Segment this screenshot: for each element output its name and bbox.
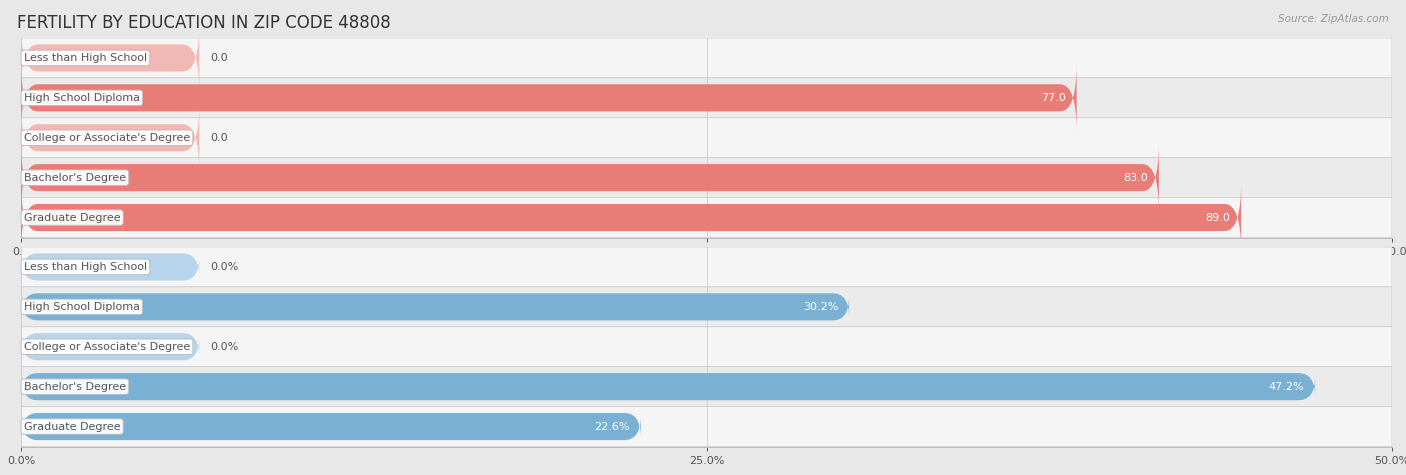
- FancyBboxPatch shape: [21, 287, 1392, 327]
- Text: 77.0: 77.0: [1040, 93, 1066, 103]
- FancyBboxPatch shape: [21, 64, 1077, 132]
- FancyBboxPatch shape: [21, 78, 1392, 118]
- Text: High School Diploma: High School Diploma: [24, 302, 139, 312]
- FancyBboxPatch shape: [21, 253, 200, 281]
- Text: 89.0: 89.0: [1205, 212, 1230, 223]
- Text: 0.0: 0.0: [211, 133, 228, 143]
- Text: Bachelor's Degree: Bachelor's Degree: [24, 172, 127, 183]
- FancyBboxPatch shape: [21, 24, 200, 92]
- FancyBboxPatch shape: [21, 198, 1392, 238]
- Text: 47.2%: 47.2%: [1268, 381, 1305, 392]
- FancyBboxPatch shape: [21, 407, 1392, 446]
- Text: Source: ZipAtlas.com: Source: ZipAtlas.com: [1278, 14, 1389, 24]
- Text: 0.0%: 0.0%: [211, 342, 239, 352]
- FancyBboxPatch shape: [21, 183, 1241, 252]
- Text: Graduate Degree: Graduate Degree: [24, 212, 121, 223]
- FancyBboxPatch shape: [21, 373, 1315, 400]
- Text: High School Diploma: High School Diploma: [24, 93, 139, 103]
- Text: College or Associate's Degree: College or Associate's Degree: [24, 133, 190, 143]
- Text: Less than High School: Less than High School: [24, 53, 148, 63]
- FancyBboxPatch shape: [21, 333, 200, 361]
- FancyBboxPatch shape: [21, 38, 1392, 78]
- FancyBboxPatch shape: [21, 327, 1392, 367]
- FancyBboxPatch shape: [21, 293, 849, 321]
- Text: Bachelor's Degree: Bachelor's Degree: [24, 381, 127, 392]
- Text: 83.0: 83.0: [1123, 172, 1147, 183]
- FancyBboxPatch shape: [21, 413, 641, 440]
- Text: Less than High School: Less than High School: [24, 262, 148, 272]
- FancyBboxPatch shape: [21, 118, 1392, 158]
- Text: 0.0%: 0.0%: [211, 262, 239, 272]
- FancyBboxPatch shape: [21, 143, 1159, 212]
- FancyBboxPatch shape: [21, 104, 200, 172]
- Text: 0.0: 0.0: [211, 53, 228, 63]
- FancyBboxPatch shape: [21, 247, 1392, 287]
- Text: 30.2%: 30.2%: [803, 302, 838, 312]
- FancyBboxPatch shape: [21, 367, 1392, 407]
- Text: FERTILITY BY EDUCATION IN ZIP CODE 48808: FERTILITY BY EDUCATION IN ZIP CODE 48808: [17, 14, 391, 32]
- Text: 22.6%: 22.6%: [595, 421, 630, 432]
- FancyBboxPatch shape: [21, 158, 1392, 198]
- Text: College or Associate's Degree: College or Associate's Degree: [24, 342, 190, 352]
- Text: Graduate Degree: Graduate Degree: [24, 421, 121, 432]
